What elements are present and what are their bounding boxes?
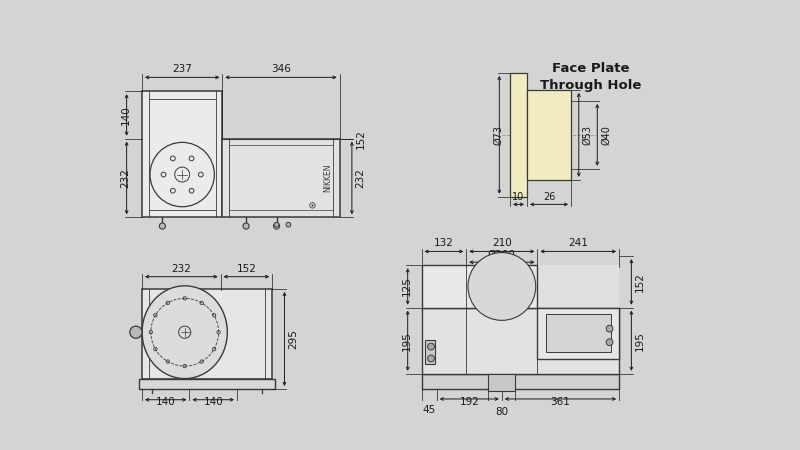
Text: 125: 125 <box>402 277 411 297</box>
Text: 232: 232 <box>121 168 130 188</box>
Text: 195: 195 <box>635 331 646 351</box>
Circle shape <box>243 223 249 229</box>
Text: 152: 152 <box>635 272 646 292</box>
Circle shape <box>130 326 142 338</box>
Text: Ø53: Ø53 <box>582 125 593 145</box>
Text: 195: 195 <box>402 331 411 351</box>
Text: 140: 140 <box>121 105 130 125</box>
Text: NIKKEN: NIKKEN <box>323 164 332 192</box>
Bar <box>538 308 619 359</box>
Circle shape <box>274 222 279 227</box>
Bar <box>142 91 222 217</box>
Circle shape <box>286 222 290 227</box>
Circle shape <box>274 223 279 229</box>
Bar <box>546 315 610 352</box>
Text: Face Plate
Through Hole: Face Plate Through Hole <box>540 62 642 92</box>
Text: 152: 152 <box>356 129 366 148</box>
Text: 232: 232 <box>356 168 366 188</box>
Circle shape <box>159 223 166 229</box>
Text: 295: 295 <box>288 329 298 349</box>
Circle shape <box>468 252 536 320</box>
Text: 80: 80 <box>495 407 509 417</box>
Text: 26: 26 <box>543 192 555 202</box>
Bar <box>422 308 619 374</box>
Text: 132: 132 <box>434 238 454 248</box>
Bar <box>425 340 435 364</box>
Text: 152: 152 <box>237 264 256 274</box>
Text: 210: 210 <box>492 238 512 248</box>
Circle shape <box>428 355 434 362</box>
Bar <box>142 289 272 379</box>
Bar <box>222 139 339 217</box>
Bar <box>422 266 538 308</box>
Text: 237: 237 <box>172 64 192 74</box>
Circle shape <box>428 343 434 350</box>
Text: 140: 140 <box>156 397 176 407</box>
Text: 45: 45 <box>422 405 436 415</box>
Text: Ø40: Ø40 <box>601 125 611 145</box>
Text: Ø73: Ø73 <box>493 125 503 145</box>
Text: 10: 10 <box>513 192 525 202</box>
Text: 232: 232 <box>171 264 191 274</box>
Text: 140: 140 <box>203 397 223 407</box>
Bar <box>510 73 527 197</box>
Bar <box>488 374 515 391</box>
Bar <box>139 379 275 389</box>
Text: 346: 346 <box>271 64 291 74</box>
Ellipse shape <box>142 286 227 378</box>
Text: 192: 192 <box>459 396 479 407</box>
Bar <box>527 90 571 180</box>
Bar <box>422 266 619 389</box>
Text: 241: 241 <box>568 238 588 248</box>
Bar <box>422 374 619 389</box>
Text: Ø200: Ø200 <box>488 250 516 260</box>
Text: 361: 361 <box>550 396 570 407</box>
Circle shape <box>606 325 613 332</box>
Circle shape <box>606 339 613 346</box>
